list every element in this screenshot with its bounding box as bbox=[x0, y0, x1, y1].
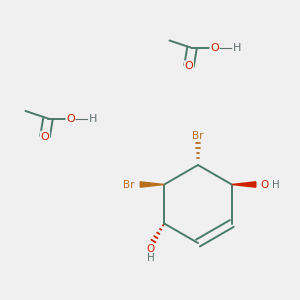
Text: O: O bbox=[184, 61, 194, 71]
Text: H: H bbox=[272, 179, 279, 190]
Polygon shape bbox=[140, 182, 164, 187]
Text: O: O bbox=[147, 244, 155, 254]
Polygon shape bbox=[232, 182, 256, 187]
Text: O: O bbox=[66, 113, 75, 124]
Text: Br: Br bbox=[123, 179, 135, 190]
Text: H: H bbox=[89, 113, 97, 124]
Text: O: O bbox=[261, 179, 269, 190]
Text: O: O bbox=[40, 131, 50, 142]
Text: H: H bbox=[147, 253, 154, 263]
Text: O: O bbox=[210, 43, 219, 53]
Text: Br: Br bbox=[192, 131, 204, 141]
Text: H: H bbox=[233, 43, 241, 53]
